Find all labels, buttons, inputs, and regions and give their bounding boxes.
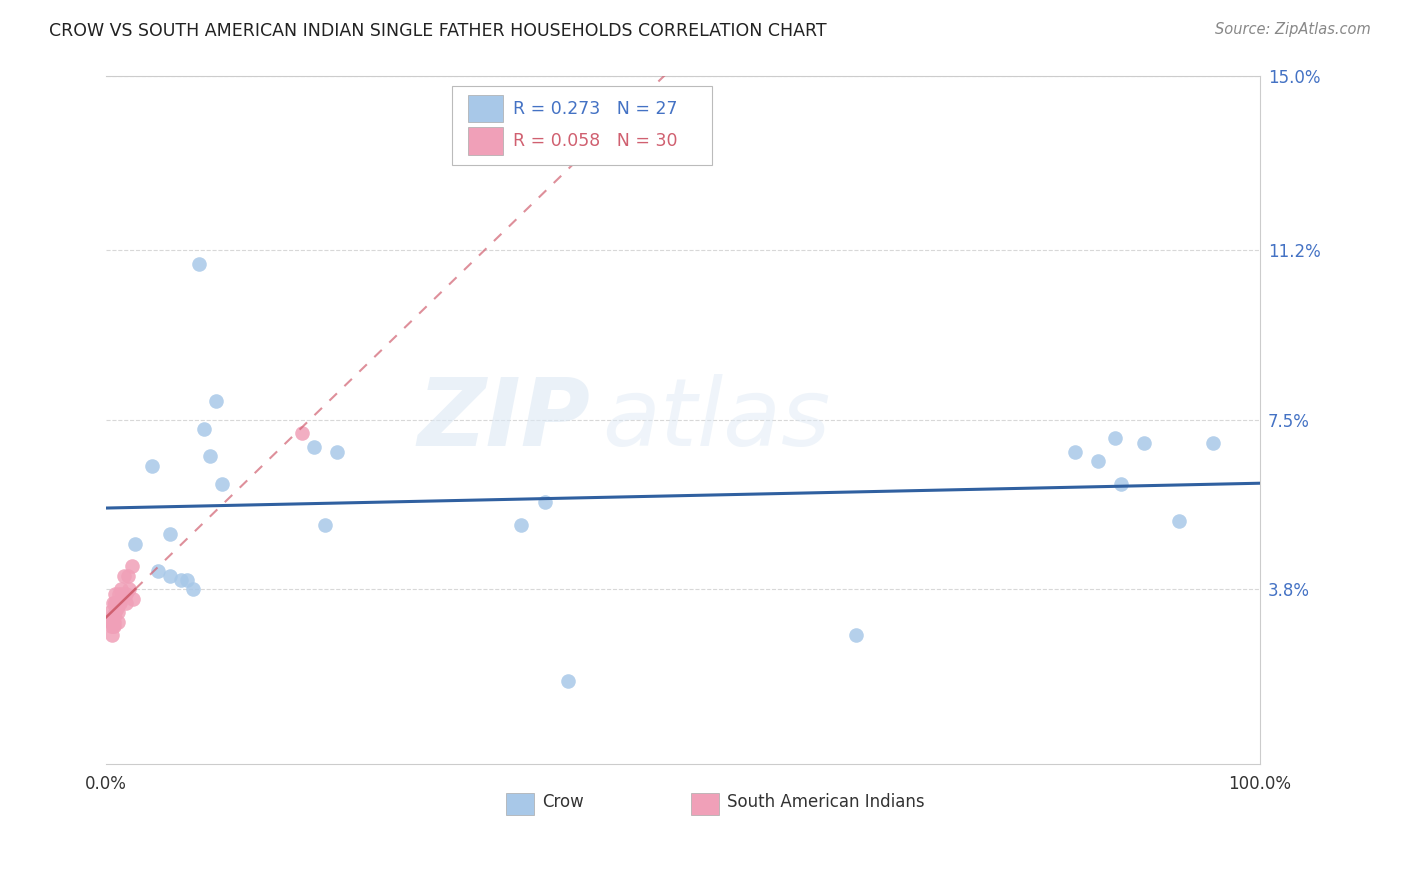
Text: R = 0.273   N = 27: R = 0.273 N = 27	[513, 100, 678, 118]
Point	[101, 610, 124, 624]
Point	[103, 615, 125, 629]
Point	[107, 615, 129, 629]
Point	[108, 596, 131, 610]
Point	[105, 600, 128, 615]
Point	[302, 440, 325, 454]
Point	[110, 582, 132, 597]
FancyBboxPatch shape	[453, 86, 711, 165]
Point	[115, 596, 138, 610]
Point	[1202, 435, 1225, 450]
Point	[1087, 454, 1109, 468]
Point	[1109, 476, 1132, 491]
Point	[1064, 444, 1087, 458]
Text: R = 0.058   N = 30: R = 0.058 N = 30	[513, 132, 678, 150]
Point	[176, 573, 198, 587]
Point	[100, 619, 122, 633]
FancyBboxPatch shape	[690, 793, 718, 814]
Point	[104, 605, 127, 619]
Point	[146, 564, 169, 578]
Point	[108, 596, 131, 610]
Point	[124, 536, 146, 550]
Point	[101, 628, 124, 642]
Point	[121, 591, 143, 606]
Point	[104, 596, 127, 610]
Point	[204, 394, 226, 409]
Point	[117, 568, 139, 582]
Point	[314, 518, 336, 533]
Point	[1133, 435, 1156, 450]
Text: South American Indians: South American Indians	[727, 793, 924, 811]
Point	[510, 518, 533, 533]
Point	[1104, 431, 1126, 445]
Point	[181, 582, 204, 597]
Point	[104, 587, 127, 601]
Point	[118, 582, 141, 597]
Point	[159, 527, 181, 541]
Point	[211, 476, 233, 491]
Point	[107, 605, 129, 619]
Point	[115, 587, 138, 601]
FancyBboxPatch shape	[468, 95, 503, 122]
Point	[326, 444, 349, 458]
FancyBboxPatch shape	[468, 128, 503, 155]
FancyBboxPatch shape	[506, 793, 534, 814]
Point	[141, 458, 163, 473]
Point	[170, 573, 193, 587]
Point	[103, 610, 125, 624]
Point	[533, 495, 555, 509]
Text: atlas: atlas	[602, 374, 831, 465]
Point	[159, 568, 181, 582]
Point	[1167, 514, 1189, 528]
Point	[100, 615, 122, 629]
Point	[193, 422, 215, 436]
Point	[187, 257, 209, 271]
Point	[104, 596, 127, 610]
Point	[112, 568, 135, 582]
Text: CROW VS SOUTH AMERICAN INDIAN SINGLE FATHER HOUSEHOLDS CORRELATION CHART: CROW VS SOUTH AMERICAN INDIAN SINGLE FAT…	[49, 22, 827, 40]
Text: ZIP: ZIP	[418, 374, 591, 466]
Point	[108, 587, 131, 601]
Point	[103, 619, 125, 633]
Point	[291, 426, 314, 441]
Text: Source: ZipAtlas.com: Source: ZipAtlas.com	[1215, 22, 1371, 37]
Point	[198, 450, 221, 464]
Point	[121, 559, 143, 574]
Point	[101, 596, 124, 610]
Text: Crow: Crow	[543, 793, 583, 811]
Point	[845, 628, 868, 642]
Point	[101, 619, 124, 633]
Point	[111, 587, 134, 601]
Point	[98, 605, 121, 619]
Point	[557, 674, 579, 689]
